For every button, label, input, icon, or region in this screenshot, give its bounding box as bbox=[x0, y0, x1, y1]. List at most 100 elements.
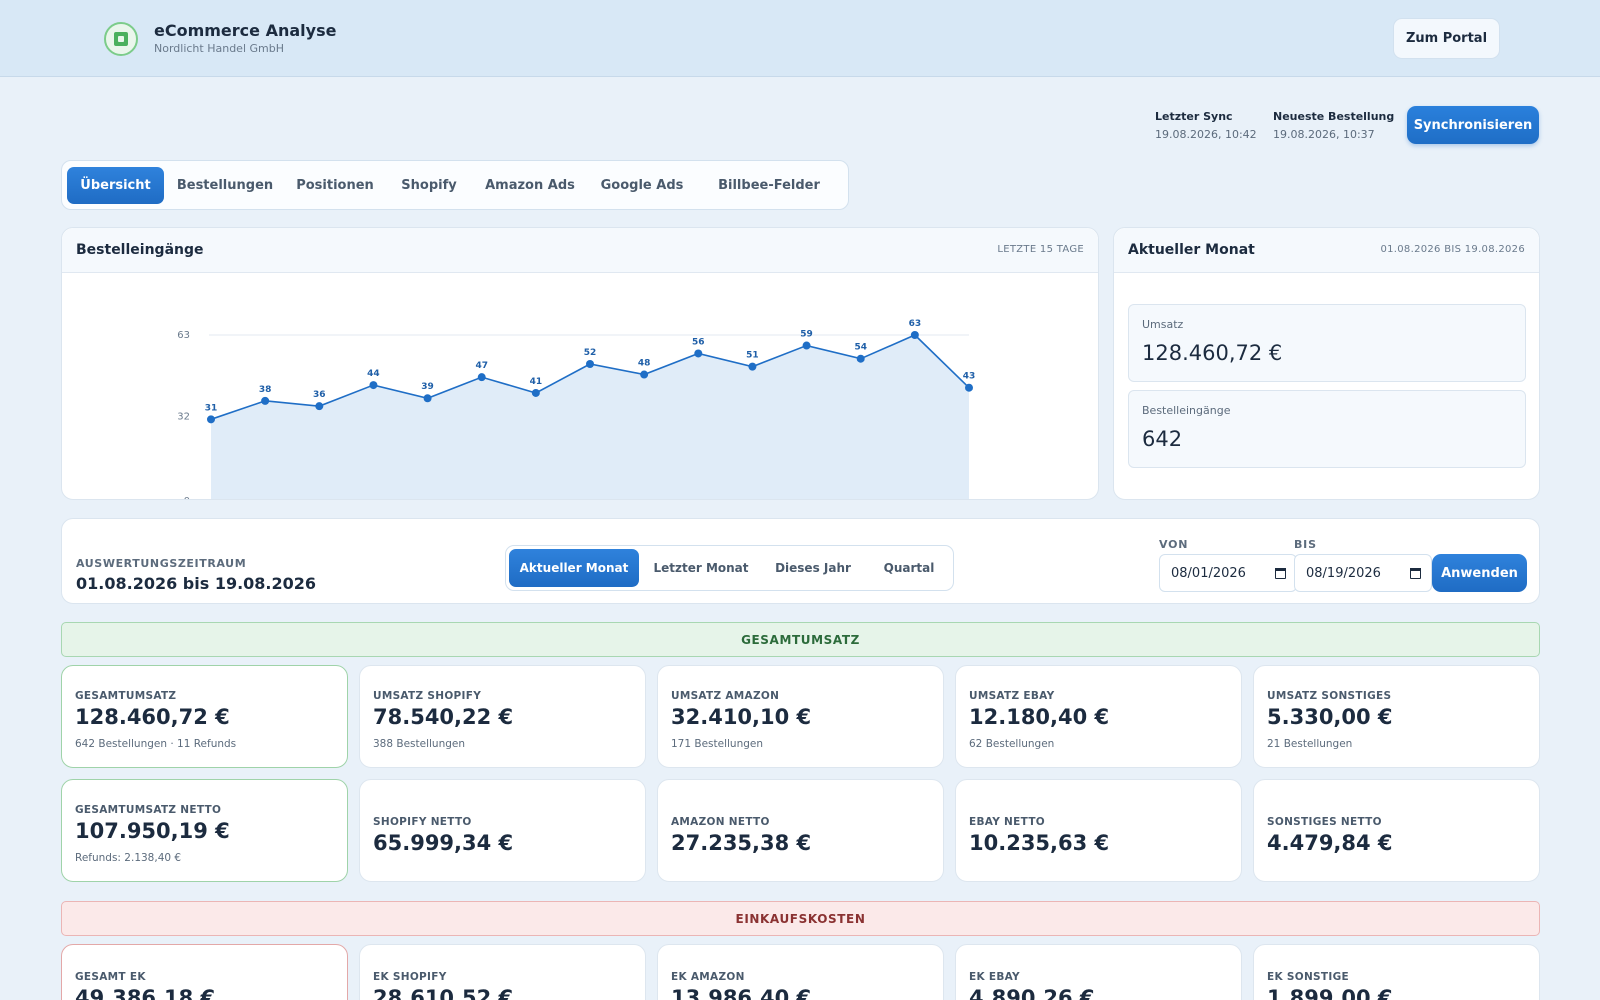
chart-point bbox=[694, 349, 703, 358]
apply-button[interactable]: Anwenden bbox=[1432, 554, 1527, 592]
chart-point bbox=[965, 383, 973, 392]
tab-amazon-ads[interactable]: Amazon Ads bbox=[485, 178, 575, 193]
to-label: BIS bbox=[1294, 538, 1317, 551]
metric-subtext: 21 Bestellungen bbox=[1267, 738, 1353, 750]
metric-value: 28.610,52 € bbox=[373, 986, 514, 1000]
metric-card: EK SHOPIFY 28.610,52 € bbox=[359, 944, 646, 1000]
preset-last-month[interactable]: Letzter Monat bbox=[653, 561, 749, 575]
metric-value: 4.890,26 € bbox=[969, 986, 1095, 1000]
app-title: eCommerce Analyse bbox=[154, 21, 337, 40]
metric-card: GESAMTUMSATZ NETTO 107.950,19 € Refunds:… bbox=[61, 779, 348, 882]
data-label: 38 bbox=[259, 385, 272, 395]
metric-label: UMSATZ EBAY bbox=[969, 690, 1055, 702]
metric-subtext: 62 Bestellungen bbox=[969, 738, 1055, 750]
chart-point bbox=[586, 359, 594, 368]
metric-label: GESAMTUMSATZ NETTO bbox=[75, 804, 222, 816]
revenue-stat-value: 128.460,72 € bbox=[1142, 341, 1283, 365]
metric-card: EK AMAZON 13.986,40 € bbox=[657, 944, 944, 1000]
metric-value: 27.235,38 € bbox=[671, 831, 812, 855]
main-tabs: Übersicht Bestellungen Positionen Shopif… bbox=[61, 160, 849, 210]
tab-uebersicht[interactable]: Übersicht bbox=[67, 167, 164, 204]
data-label: 52 bbox=[584, 348, 597, 358]
tab-google-ads[interactable]: Google Ads bbox=[600, 178, 684, 193]
metric-card: EBAY NETTO 10.235,63 € bbox=[955, 779, 1242, 882]
tab-shopify[interactable]: Shopify bbox=[401, 178, 457, 193]
metric-card: GESAMTUMSATZ 128.460,72 € 642 Bestellung… bbox=[61, 665, 348, 768]
period-value: 01.08.2026 bis 19.08.2026 bbox=[76, 574, 317, 593]
metric-subtext: 171 Bestellungen bbox=[671, 738, 764, 750]
last-sync-value: 19.08.2026, 10:42 bbox=[1155, 128, 1257, 141]
metric-card: UMSATZ EBAY 12.180,40 € 62 Bestellungen bbox=[955, 665, 1242, 768]
chart-point bbox=[369, 381, 378, 390]
chip-logo-icon bbox=[104, 22, 138, 56]
metric-subtext: Refunds: 2.138,40 € bbox=[75, 852, 182, 864]
portal-button[interactable]: Zum Portal bbox=[1393, 18, 1500, 59]
newest-order-value: 19.08.2026, 10:37 bbox=[1273, 128, 1375, 141]
revenue-section-header: GESAMTUMSATZ bbox=[61, 622, 1540, 657]
chart-point bbox=[802, 341, 811, 350]
tab-bestellungen[interactable]: Bestellungen bbox=[176, 178, 274, 193]
chart-point bbox=[315, 402, 324, 411]
from-date-value: 08/01/2026 bbox=[1171, 565, 1246, 581]
metric-value: 65.999,34 € bbox=[373, 831, 514, 855]
metric-value: 12.180,40 € bbox=[969, 705, 1110, 729]
cost-section-header: EINKAUFSKOSTEN bbox=[61, 901, 1540, 936]
data-label: 59 bbox=[800, 330, 813, 340]
last-sync-label: Letzter Sync bbox=[1155, 110, 1233, 123]
metric-label: EK SONSTIGE bbox=[1267, 971, 1349, 983]
data-label: 63 bbox=[909, 319, 922, 329]
chart-point bbox=[640, 370, 649, 379]
from-label: VON bbox=[1159, 538, 1189, 551]
metric-card: EK EBAY 4.890,26 € bbox=[955, 944, 1242, 1000]
calendar-icon[interactable] bbox=[1275, 568, 1286, 579]
preset-current-month[interactable]: Aktueller Monat bbox=[509, 549, 639, 587]
chart-point bbox=[531, 388, 540, 397]
data-label: 36 bbox=[313, 390, 326, 400]
tab-billbee-felder[interactable]: Billbee-Felder bbox=[718, 178, 820, 193]
metric-subtext: 388 Bestellungen bbox=[373, 738, 466, 750]
preset-quarter[interactable]: Quartal bbox=[883, 561, 935, 575]
period-panel: AUSWERTUNGSZEITRAUM 01.08.2026 bis 19.08… bbox=[61, 518, 1540, 604]
metric-card: UMSATZ SONSTIGES 5.330,00 € 21 Bestellun… bbox=[1253, 665, 1540, 768]
metric-card: AMAZON NETTO 27.235,38 € bbox=[657, 779, 944, 882]
to-date-input[interactable]: 08/19/2026 bbox=[1294, 554, 1432, 592]
tab-positionen[interactable]: Positionen bbox=[296, 178, 374, 193]
metric-value: 128.460,72 € bbox=[75, 705, 230, 729]
sync-button[interactable]: Synchronisieren bbox=[1407, 106, 1539, 144]
app-header: eCommerce Analyse Nordlicht Handel GmbH … bbox=[0, 0, 1600, 77]
y-tick-label: 32 bbox=[177, 412, 190, 423]
from-date-input[interactable]: 08/01/2026 bbox=[1159, 554, 1297, 592]
metric-label: GESAMT EK bbox=[75, 971, 146, 983]
metric-card: SHOPIFY NETTO 65.999,34 € bbox=[359, 779, 646, 882]
metric-value: 13.986,40 € bbox=[671, 986, 812, 1000]
metric-value: 107.950,19 € bbox=[75, 819, 230, 843]
metric-card: GESAMT EK 49.386,18 € bbox=[61, 944, 348, 1000]
revenue-stat: Umsatz 128.460,72 € bbox=[1128, 304, 1526, 382]
metric-subtext: 642 Bestellungen · 11 Refunds bbox=[75, 738, 237, 750]
chart-point bbox=[261, 396, 270, 405]
data-label: 44 bbox=[367, 369, 380, 379]
revenue-stat-label: Umsatz bbox=[1142, 318, 1184, 331]
data-label: 41 bbox=[530, 377, 543, 387]
metric-value: 32.410,10 € bbox=[671, 705, 812, 729]
metric-card: SONSTIGES NETTO 4.479,84 € bbox=[1253, 779, 1540, 882]
orders-stat-label: Bestelleingänge bbox=[1142, 404, 1231, 417]
chart-point bbox=[207, 415, 215, 424]
current-month-range: 01.08.2026 BIS 19.08.2026 bbox=[1380, 244, 1525, 255]
data-label: 51 bbox=[746, 351, 759, 361]
orders-chart-title: Bestelleingänge bbox=[76, 242, 204, 258]
data-label: 56 bbox=[692, 337, 705, 347]
chart-point bbox=[910, 331, 919, 339]
metric-label: EK SHOPIFY bbox=[373, 971, 447, 983]
newest-order-label: Neueste Bestellung bbox=[1273, 110, 1395, 123]
preset-this-year[interactable]: Dieses Jahr bbox=[775, 561, 851, 575]
metric-value: 1.899,00 € bbox=[1267, 986, 1393, 1000]
orders-line-chart: 032633138364439474152485651595463435. Au… bbox=[177, 319, 975, 499]
calendar-icon[interactable] bbox=[1410, 568, 1421, 579]
metric-card: UMSATZ AMAZON 32.410,10 € 171 Bestellung… bbox=[657, 665, 944, 768]
chart-point bbox=[748, 362, 757, 371]
data-label: 39 bbox=[421, 382, 434, 392]
metric-label: UMSATZ AMAZON bbox=[671, 690, 780, 702]
orders-chart-card: Bestelleingänge LETZTE 15 TAGE 0 32 63 31 38… bbox=[61, 227, 1099, 500]
metric-value: 5.330,00 € bbox=[1267, 705, 1393, 729]
